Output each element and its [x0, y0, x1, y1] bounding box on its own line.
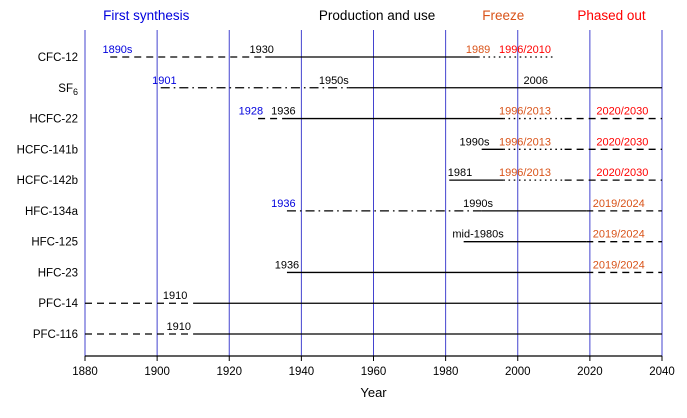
annotation-production: 1990s [463, 198, 493, 210]
annotation-freeze: 1996/2013 [499, 167, 551, 179]
x-tick-label: 1940 [289, 366, 315, 378]
row-label: HCFC-142b [17, 175, 78, 187]
annotation-production: 1930 [249, 44, 273, 56]
annotation-freeze: 1989 [466, 44, 490, 56]
annotation-synthesis: 1936 [271, 198, 295, 210]
legend-label-phaseout: Phased out [577, 8, 646, 23]
annotation-production: 1936 [271, 106, 295, 118]
annotation-phaseout: 1996/2010 [499, 44, 551, 56]
annotation-production: 1981 [448, 167, 472, 179]
annotation-production: 1936 [275, 259, 299, 271]
row-label: SF6 [58, 83, 78, 97]
row-label: PFC-14 [38, 298, 78, 310]
x-tick-label: 1900 [144, 366, 170, 378]
row-label: HFC-23 [38, 267, 78, 279]
row-label: HFC-134a [25, 206, 79, 218]
row-label: HCFC-141b [17, 144, 78, 156]
x-tick-label: 2020 [577, 366, 603, 378]
annotation-production: 1910 [167, 321, 191, 333]
x-axis-title: Year [360, 385, 387, 400]
annotation-freeze: 2019/2024 [593, 259, 645, 271]
legend-label-synthesis: First synthesis [103, 8, 190, 23]
row-label: HFC-125 [31, 237, 78, 249]
row-label: HCFC-22 [29, 114, 78, 126]
row-label: CFC-12 [38, 52, 78, 64]
row-label: PFC-116 [33, 329, 78, 341]
annotation-synthesis: 1901 [152, 75, 176, 87]
annotation-production: 1950s [319, 75, 349, 87]
annotation-phaseout: 2020/2030 [596, 167, 648, 179]
x-tick-label: 2040 [649, 366, 675, 378]
x-tick-label: 1920 [216, 366, 242, 378]
x-tick-label: 1960 [361, 366, 387, 378]
annotation-synthesis: 1928 [239, 106, 263, 118]
annotation-production: 1990s [459, 136, 489, 148]
legend-label-production: Production and use [319, 8, 435, 23]
annotation-freeze: 2019/2024 [593, 198, 645, 210]
annotation-phaseout: 2020/2030 [596, 136, 648, 148]
x-tick-label: 1880 [72, 366, 98, 378]
annotation-synthesis: 1890s [102, 44, 132, 56]
annotation-freeze: 2019/2024 [593, 229, 645, 241]
annotation-freeze: 1996/2013 [499, 106, 551, 118]
annotation-production: 1910 [163, 290, 187, 302]
annotation-production: mid-1980s [452, 229, 504, 241]
legend-label-freeze: Freeze [482, 8, 524, 23]
x-tick-label: 1980 [433, 366, 459, 378]
annotation-phaseout: 2020/2030 [596, 106, 648, 118]
x-tick-label: 2000 [505, 366, 531, 378]
annotation-production: 2006 [524, 75, 548, 87]
annotation-freeze: 1996/2013 [499, 136, 551, 148]
